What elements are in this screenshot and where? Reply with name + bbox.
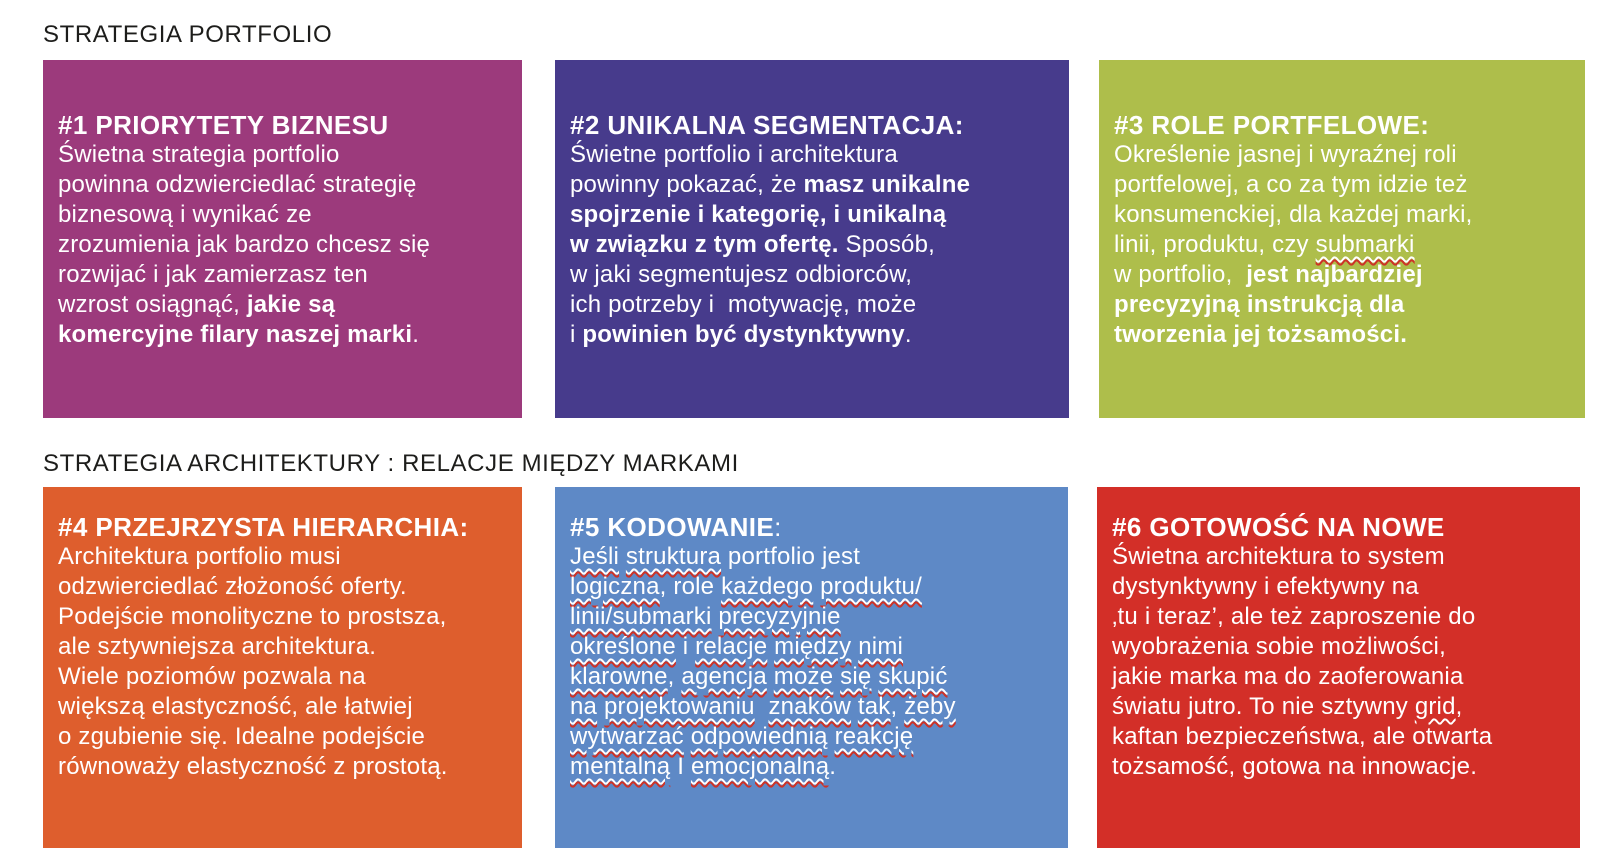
card-title: #2 UNIKALNA SEGMENTACJA: bbox=[570, 110, 964, 140]
card-body-line: ale sztywniejsza architektura. bbox=[58, 633, 377, 660]
card-title: #3 ROLE PORTFELOWE: bbox=[1114, 110, 1430, 140]
card-body: Świetna strategia portfolio powinna odzwi… bbox=[58, 140, 514, 350]
card-body: Określenie jasnej i wyraźnej roli portfel… bbox=[1114, 140, 1577, 350]
section-header-strategia-portfolio: STRATEGIA PORTFOLIO bbox=[43, 21, 333, 48]
card-body-line: linii/submarki precyzyjnie bbox=[570, 603, 841, 630]
card-body-line: Jeśli struktura portfolio jest bbox=[570, 543, 861, 570]
card-body-line: tożsamość, gotowa na innowacje. bbox=[1112, 753, 1478, 780]
card-body-line: spojrzenie i kategorię, i unikalną bbox=[570, 201, 947, 228]
card-body-line: Świetna architektura to system bbox=[1112, 543, 1445, 570]
card-title: #1 PRIORYTETY BIZNESU bbox=[58, 110, 389, 140]
card-priorytety-biznesu: #1 PRIORYTETY BIZNESU Świetna strategia … bbox=[43, 60, 522, 418]
card-body-line: wyobrażenia sobie możliwości, bbox=[1112, 633, 1446, 660]
card-title: #5 KODOWANIE: bbox=[570, 512, 782, 542]
card-body-line: o zgubienie się. Idealne podejście bbox=[58, 723, 426, 750]
card-body-line: powinna odzwierciedlać strategię bbox=[58, 171, 417, 198]
card-body: Jeśli struktura portfolio jest logiczna, … bbox=[570, 542, 1060, 782]
card-body-line: Architektura portfolio musi bbox=[58, 543, 341, 570]
card-body-line: tworzenia jej tożsamości. bbox=[1114, 321, 1408, 348]
card-body-line: konsumenckiej, dla każdej marki, bbox=[1114, 201, 1473, 228]
card-body-line: zrozumienia jak bardzo chcesz się bbox=[58, 231, 431, 258]
card-unikalna-segmentacja: #2 UNIKALNA SEGMENTACJA: Świetne portfol… bbox=[555, 60, 1069, 418]
section-header-strategia-architektury: STRATEGIA ARCHITEKTURY : RELACJE MIĘDZY … bbox=[43, 450, 739, 477]
card-body-line: mentalną I emocjonalną. bbox=[570, 753, 837, 780]
card-body-line: Świetne portfolio i architektura bbox=[570, 141, 898, 168]
card-body: Świetne portfolio i architektura powinny … bbox=[570, 140, 1061, 350]
card-body-line: w związku z tym ofertę. Sposób, bbox=[570, 231, 936, 258]
card-body-line: odzwierciedlać złożoność oferty. bbox=[58, 573, 407, 600]
card-body-line: Świetna strategia portfolio bbox=[58, 141, 340, 168]
card-body-line: Podejście monolityczne to prostsza, bbox=[58, 603, 447, 630]
card-gotowosc-na-nowe: #6 GOTOWOŚĆ NA NOWE Świetna architektura… bbox=[1097, 487, 1580, 848]
card-body-line: w portfolio, jest najbardziej bbox=[1114, 261, 1423, 288]
card-body-line: wytwarzać odpowiednią reakcję bbox=[570, 723, 914, 750]
card-body-line: dystynktywny i efektywny na bbox=[1112, 573, 1419, 600]
card-body-line: powinny pokazać, że masz unikalne bbox=[570, 171, 971, 198]
card-body-line: jakie marka ma do zaoferowania bbox=[1112, 663, 1464, 690]
card-body-line: ‚tu i teraz’, ale też zaproszenie do bbox=[1112, 603, 1476, 630]
card-body-line: logiczna, role każdego produktu/ bbox=[570, 573, 922, 600]
card-role-portfelowe: #3 ROLE PORTFELOWE: Określenie jasnej i … bbox=[1099, 60, 1585, 418]
card-title: #6 GOTOWOŚĆ NA NOWE bbox=[1112, 512, 1445, 542]
card-przejrzysta-hierarchia: #4 PRZEJRZYSTA HIERARCHIA: Architektura … bbox=[43, 487, 522, 848]
card-body-line: linii, produktu, czy submarki bbox=[1114, 231, 1415, 258]
card-body-line: portfelowej, a co za tym idzie też bbox=[1114, 171, 1468, 198]
card-body-line: Określenie jasnej i wyraźnej roli bbox=[1114, 141, 1457, 168]
card-title: #4 PRZEJRZYSTA HIERARCHIA: bbox=[58, 512, 469, 542]
card-body-line: i powinien być dystynktywny. bbox=[570, 321, 912, 348]
card-body-line: rozwijać i jak zamierzasz ten bbox=[58, 261, 368, 288]
card-body-line: równoważy elastyczność z prostotą. bbox=[58, 753, 448, 780]
card-body: Świetna architektura to system dystynktyw… bbox=[1112, 542, 1572, 782]
card-body-line: na projektowaniu znaków tak, żeby bbox=[570, 693, 956, 720]
card-body-line: Wiele poziomów pozwala na bbox=[58, 663, 366, 690]
card-kodowanie: #5 KODOWANIE: Jeśli struktura portfolio … bbox=[555, 487, 1068, 848]
card-body-line: kaftan bezpieczeństwa, ale otwarta bbox=[1112, 723, 1493, 750]
card-body-line: wzrost osiągnąć, jakie są bbox=[58, 291, 336, 318]
card-body-line: ich potrzeby i motywację, może bbox=[570, 291, 917, 318]
card-body-line: światu jutro. To nie sztywny grid, bbox=[1112, 693, 1463, 720]
card-body-line: klarowne, agencja może się skupić bbox=[570, 663, 948, 690]
card-body-line: komercyjne filary naszej marki. bbox=[58, 321, 420, 348]
card-body-line: określone i relacje między nimi bbox=[570, 633, 904, 660]
card-body-line: precyzyjną instrukcją dla bbox=[1114, 291, 1405, 318]
card-body-line: większą elastyczność, ale łatwiej bbox=[58, 693, 413, 720]
card-body: Architektura portfolio musi odzwierciedla… bbox=[58, 542, 514, 782]
card-body-line: biznesową i wynikać ze bbox=[58, 201, 312, 228]
card-body-line: w jaki segmentujesz odbiorców, bbox=[570, 261, 913, 288]
